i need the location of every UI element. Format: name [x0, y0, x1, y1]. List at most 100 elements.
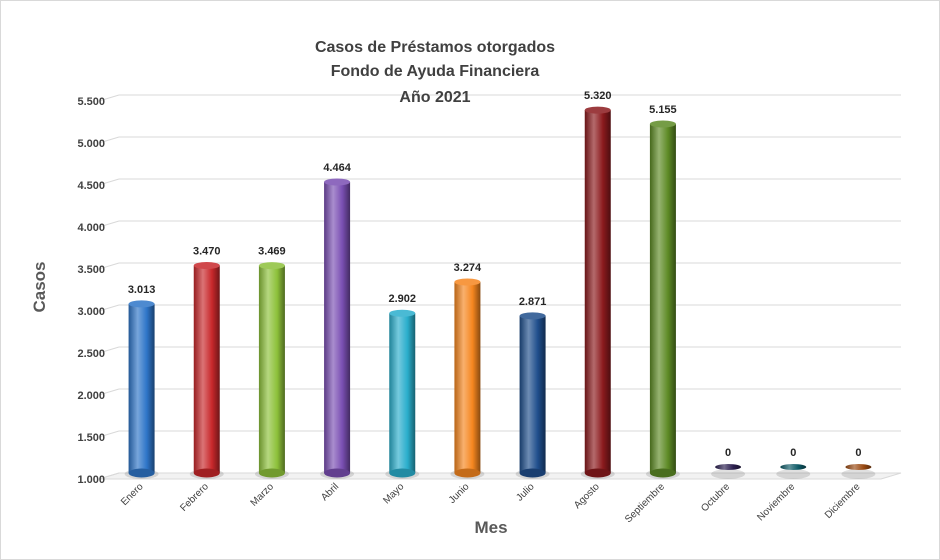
- data-label-mayo: 2.902: [388, 293, 416, 305]
- gridline-depth: [98, 304, 120, 312]
- bar-julio: [515, 312, 550, 479]
- bar-base: [128, 468, 155, 478]
- x-tick-label-abril: Abril: [319, 481, 341, 503]
- data-labels: 3.013 3.470 3.469 4.464 2.902 3.274 2.871 5.320…: [128, 90, 862, 459]
- bar-cap: [845, 464, 872, 470]
- bar-mayo: [385, 309, 420, 479]
- y-tick-label: 3.000: [77, 306, 105, 318]
- bar-body: [128, 303, 155, 473]
- bar-cap: [258, 262, 285, 270]
- bar-febrero: [189, 262, 224, 479]
- x-tick-label-julio: Julio: [514, 481, 537, 504]
- bar-cap: [715, 464, 742, 470]
- bar-enero: [124, 300, 159, 479]
- data-label-diciembre: 0: [855, 447, 861, 459]
- bar-shadow: [711, 469, 746, 479]
- bar-cap: [324, 178, 351, 186]
- bar-cap: [454, 278, 481, 286]
- x-tick-label-noviembre: Noviembre: [755, 481, 797, 523]
- data-label-julio: 2.871: [519, 296, 547, 308]
- bar-cap: [649, 120, 676, 128]
- data-label-septiembre: 5.155: [649, 104, 677, 116]
- data-label-abril: 4.464: [323, 162, 351, 174]
- y-tick-label: 4.000: [77, 222, 105, 234]
- bar-marzo: [254, 262, 289, 479]
- bar-body: [389, 313, 416, 473]
- gridlines: [98, 94, 902, 480]
- bar-body: [519, 315, 546, 473]
- bar-base: [258, 468, 285, 478]
- data-label-junio: 3.274: [454, 262, 482, 274]
- y-axis-title: Casos: [30, 261, 49, 312]
- data-label-febrero: 3.470: [193, 246, 221, 258]
- y-tick-label: 1.000: [77, 474, 105, 486]
- x-tick-label-enero: Enero: [119, 481, 146, 508]
- bar-base: [584, 468, 611, 478]
- gridline-depth: [98, 136, 120, 144]
- bar-diciembre: [841, 464, 876, 479]
- bar-abril: [320, 178, 355, 479]
- chart-title-line-2: Fondo de Ayuda Financiera: [331, 63, 540, 80]
- y-tick-label: 2.000: [77, 390, 105, 402]
- bar-cap: [584, 106, 611, 114]
- data-label-noviembre: 0: [790, 447, 796, 459]
- bar-body: [324, 182, 351, 474]
- x-tick-label-febrero: Febrero: [178, 481, 211, 514]
- x-tick-label-marzo: Marzo: [249, 481, 277, 509]
- chart-title-line-1: Casos de Préstamos otorgados: [315, 39, 555, 56]
- chart-title-line-3: Año 2021: [399, 89, 470, 106]
- gridline-depth: [98, 94, 120, 102]
- x-tick-label-junio: Junio: [447, 481, 472, 506]
- gridline-depth: [98, 430, 120, 438]
- bar-cap: [389, 309, 416, 317]
- bar-agosto: [580, 106, 615, 479]
- bar-septiembre: [645, 120, 680, 479]
- y-tick-label: 1.500: [77, 432, 105, 444]
- x-tick-label-diciembre: Diciembre: [823, 481, 863, 521]
- bar-shadow: [841, 469, 876, 479]
- bar-octubre: [711, 464, 746, 479]
- data-label-agosto: 5.320: [584, 90, 612, 102]
- gridline-depth: [98, 388, 120, 396]
- x-tick-label-mayo: Mayo: [381, 481, 406, 506]
- y-tick-label: 3.500: [77, 264, 105, 276]
- bar-cap: [193, 262, 220, 270]
- bars: [124, 106, 876, 479]
- bar-base: [389, 468, 416, 478]
- gridline-depth: [98, 346, 120, 354]
- x-axis-title: Mes: [474, 518, 507, 537]
- bar-base: [519, 468, 546, 478]
- bar-base: [649, 468, 676, 478]
- bar-shadow: [776, 469, 811, 479]
- gridline-depth: [98, 262, 120, 270]
- bar-body: [584, 110, 611, 474]
- data-label-octubre: 0: [725, 447, 731, 459]
- bar-body: [258, 265, 285, 473]
- gridline-depth: [98, 178, 120, 186]
- bar-noviembre: [776, 464, 811, 479]
- bar-base: [193, 468, 220, 478]
- x-tick-label-septiembre: Septiembre: [623, 481, 667, 525]
- y-axis-ticks: 1.000 1.500 2.000 2.500 3.000 3.500 4.000 4.500…: [77, 96, 105, 486]
- y-tick-label: 5.500: [77, 96, 105, 108]
- y-tick-label: 4.500: [77, 180, 105, 192]
- bar-cap: [128, 300, 155, 308]
- bar-body: [649, 123, 676, 473]
- x-tick-label-octubre: Octubre: [699, 481, 732, 514]
- data-label-enero: 3.013: [128, 284, 156, 296]
- data-label-marzo: 3.469: [258, 246, 286, 258]
- bar-cap: [519, 312, 546, 320]
- bar-body: [193, 265, 220, 473]
- y-tick-label: 5.000: [77, 138, 105, 150]
- bar-junio: [450, 278, 485, 479]
- y-tick-label: 2.500: [77, 348, 105, 360]
- bar-base: [324, 468, 351, 478]
- bar-body: [454, 281, 481, 473]
- bar-base: [454, 468, 481, 478]
- gridline-depth: [98, 472, 120, 480]
- x-tick-label-agosto: Agosto: [572, 481, 602, 511]
- gridline-depth: [98, 220, 120, 228]
- bar-cap: [780, 464, 807, 470]
